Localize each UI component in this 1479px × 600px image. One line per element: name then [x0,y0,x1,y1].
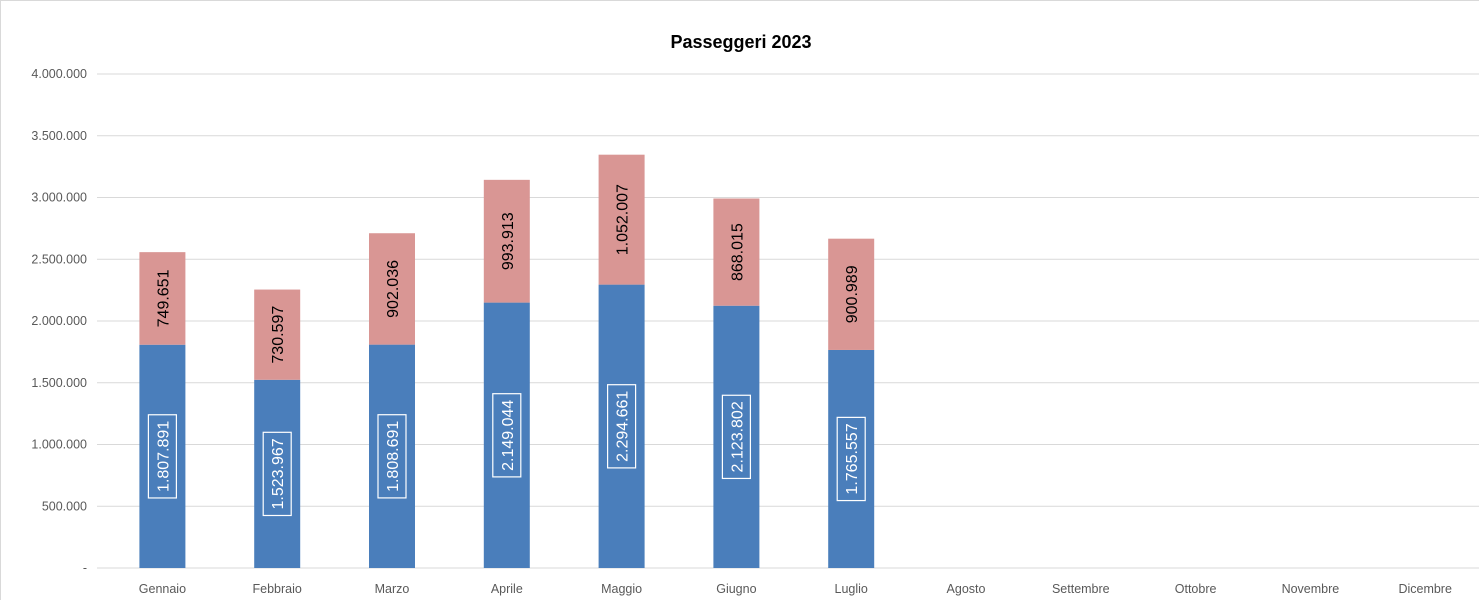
data-label-bottom-text: 2.149.044 [500,400,517,471]
bar-segment-top [369,233,415,345]
data-label-bottom: 2.149.044 [492,393,522,478]
data-label-top: 730.597 [270,306,287,364]
data-label-box [262,431,292,517]
data-label-bottom: 1.523.967 [262,431,292,517]
bar-segment-top [139,252,186,345]
bar-segment-top [828,238,875,350]
data-label-bottom-text: 1.523.967 [270,438,287,509]
chart-title: Passeggeri 2023 [670,32,811,52]
bar-segment-bottom [369,344,415,568]
data-label-top-text: 902.036 [385,260,402,318]
bars [139,154,875,568]
bar-segment-bottom [483,302,530,568]
bar-segment-top [598,154,645,285]
data-label-top-text: 749.651 [155,269,172,327]
data-label-box [377,414,407,499]
data-label-bottom-text: 2.123.802 [729,401,746,472]
y-tick-label: 2.000.000 [31,314,87,328]
data-label-bottom: 1.765.557 [836,416,866,502]
data-label-bottom-text: 2.294.661 [615,391,632,462]
data-label-top-text: 1.052.007 [615,184,632,255]
x-category-label: Agosto [947,582,986,596]
x-category-label: Novembre [1282,582,1340,596]
data-label-top: 749.651 [155,269,172,327]
data-label-bottom-text: 1.807.891 [155,421,172,492]
y-tick-label: 3.000.000 [31,191,87,205]
data-label-top-text: 900.989 [844,265,861,323]
data-label-bottom-text: 1.765.557 [844,423,861,494]
data-label-bottom: 2.123.802 [721,394,752,480]
data-label-box [606,384,637,469]
y-tick-label: 2.500.000 [31,252,87,266]
bar-segment-bottom [254,379,301,568]
y-tick-label: 3.500.000 [31,129,87,143]
data-label-top-text: 868.015 [729,223,746,281]
bar-segment-bottom [598,284,645,568]
y-tick-label: 1.000.000 [31,438,87,452]
data-labels: 1.807.891 749.651 1.523.967 730.597 1.808.69… [147,184,866,517]
x-category-label: Luglio [835,582,868,596]
data-label-top: 900.989 [844,265,861,323]
y-tick-label: - [83,561,87,575]
data-label-bottom: 2.294.661 [606,384,637,469]
data-label-top: 902.036 [385,260,402,318]
x-category-label: Giugno [716,582,756,596]
data-label-top-text: 993.913 [500,212,517,270]
x-axis-category-labels: Gennaio Febbraio Marzo Aprile Maggio Giugno Lu… [139,582,1452,596]
data-label-box [147,414,177,499]
x-category-label: Gennaio [139,582,186,596]
bar-segment-bottom [713,305,760,568]
bar-segment-bottom [828,349,875,568]
bar-segment-top [713,198,760,306]
x-category-label: Febbraio [253,582,302,596]
data-label-bottom: 1.808.691 [377,414,407,499]
bar-segment-top [483,179,530,303]
data-label-box [721,394,752,480]
bar-segment-bottom [139,344,186,568]
gridlines [97,73,1479,569]
data-label-bottom-text: 1.808.691 [385,421,402,492]
bar-segment-top [254,289,301,380]
data-label-top-text: 730.597 [270,306,287,364]
x-category-label: Maggio [601,582,642,596]
data-label-top: 868.015 [729,223,746,281]
x-category-label: Dicembre [1398,582,1452,596]
data-label-box [836,416,866,502]
data-label-top: 1.052.007 [615,184,632,255]
data-label-box [492,393,522,478]
data-label-bottom: 1.807.891 [147,414,177,499]
x-category-label: Aprile [491,582,523,596]
y-tick-label: 4.000.000 [31,67,87,81]
y-tick-label: 1.500.000 [31,376,87,390]
x-category-label: Marzo [375,582,410,596]
data-label-top: 993.913 [500,212,517,270]
x-category-label: Ottobre [1175,582,1217,596]
y-axis-tick-labels: - 500.000 1.000.000 1.500.000 2.000.000 2.500… [31,67,87,575]
y-tick-label: 500.000 [42,499,87,513]
x-category-label: Settembre [1052,582,1110,596]
